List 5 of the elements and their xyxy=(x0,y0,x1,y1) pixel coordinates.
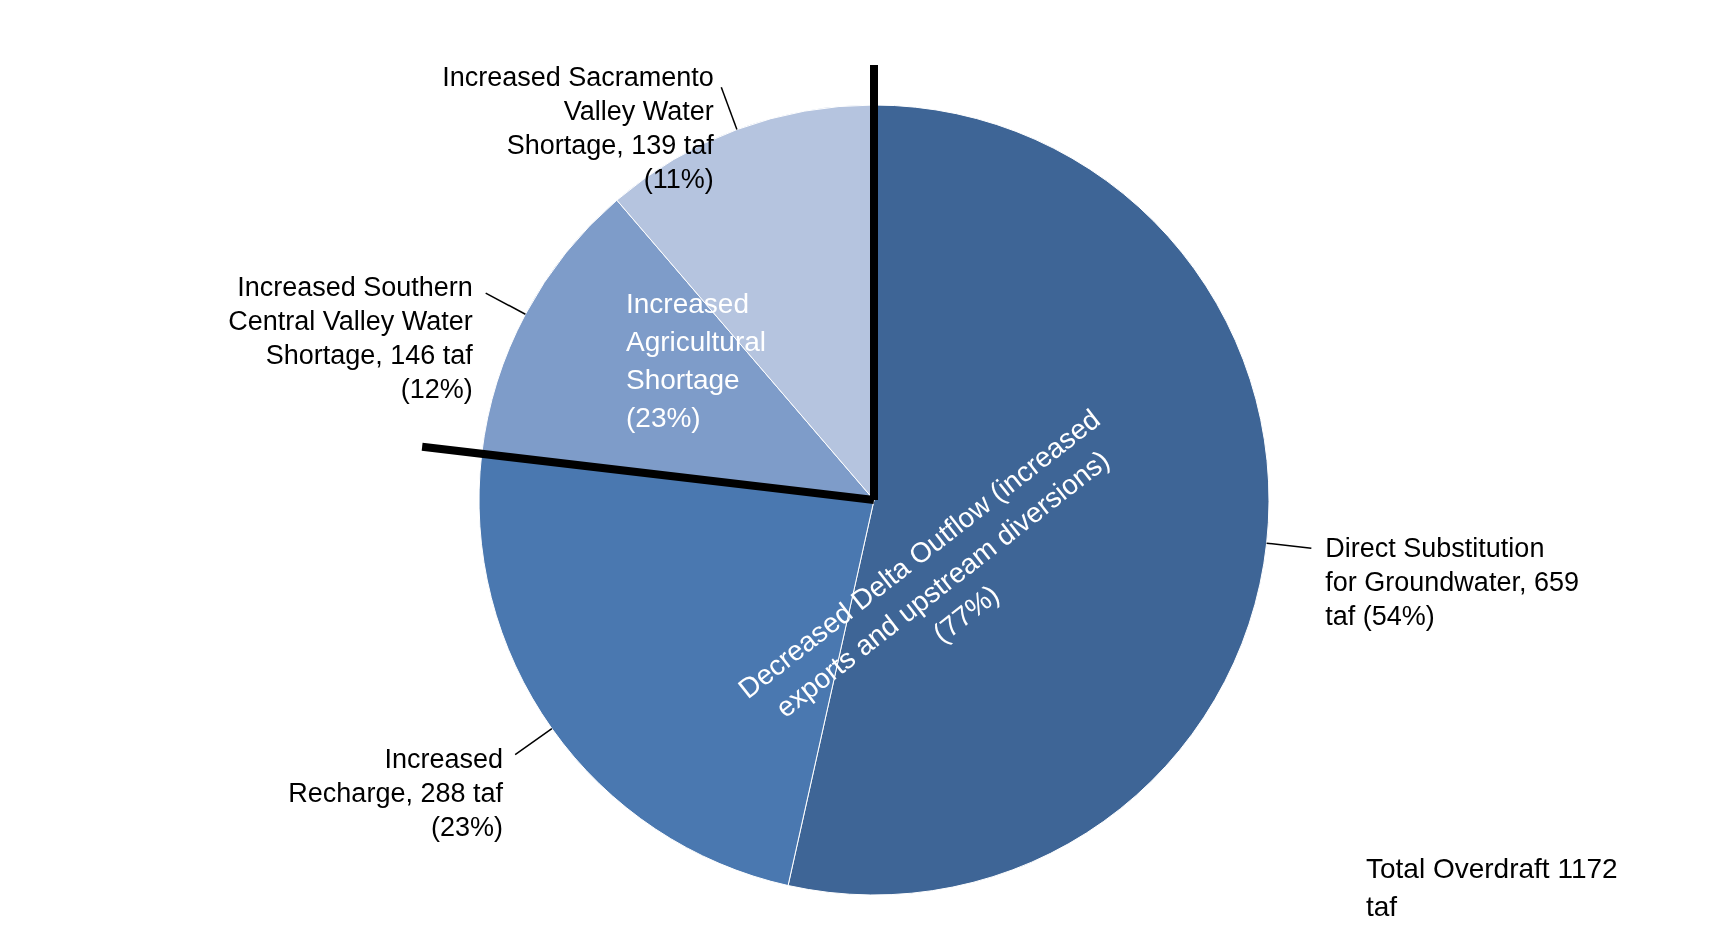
text: Total Overdraft 1172 taf xyxy=(1366,853,1618,922)
slice-label: Increased Recharge, 288 taf (23%) xyxy=(288,744,504,843)
slice-label: Direct Substitution for Groundwater, 659 taf (54%) xyxy=(1325,533,1579,632)
slice-label: Increased Sacramento Valley Water Shortage, 139 taf (11%) xyxy=(442,61,715,194)
slice-label: Increased Southern Central Valley Water Shortage, 146 taf (12%) xyxy=(228,272,474,405)
